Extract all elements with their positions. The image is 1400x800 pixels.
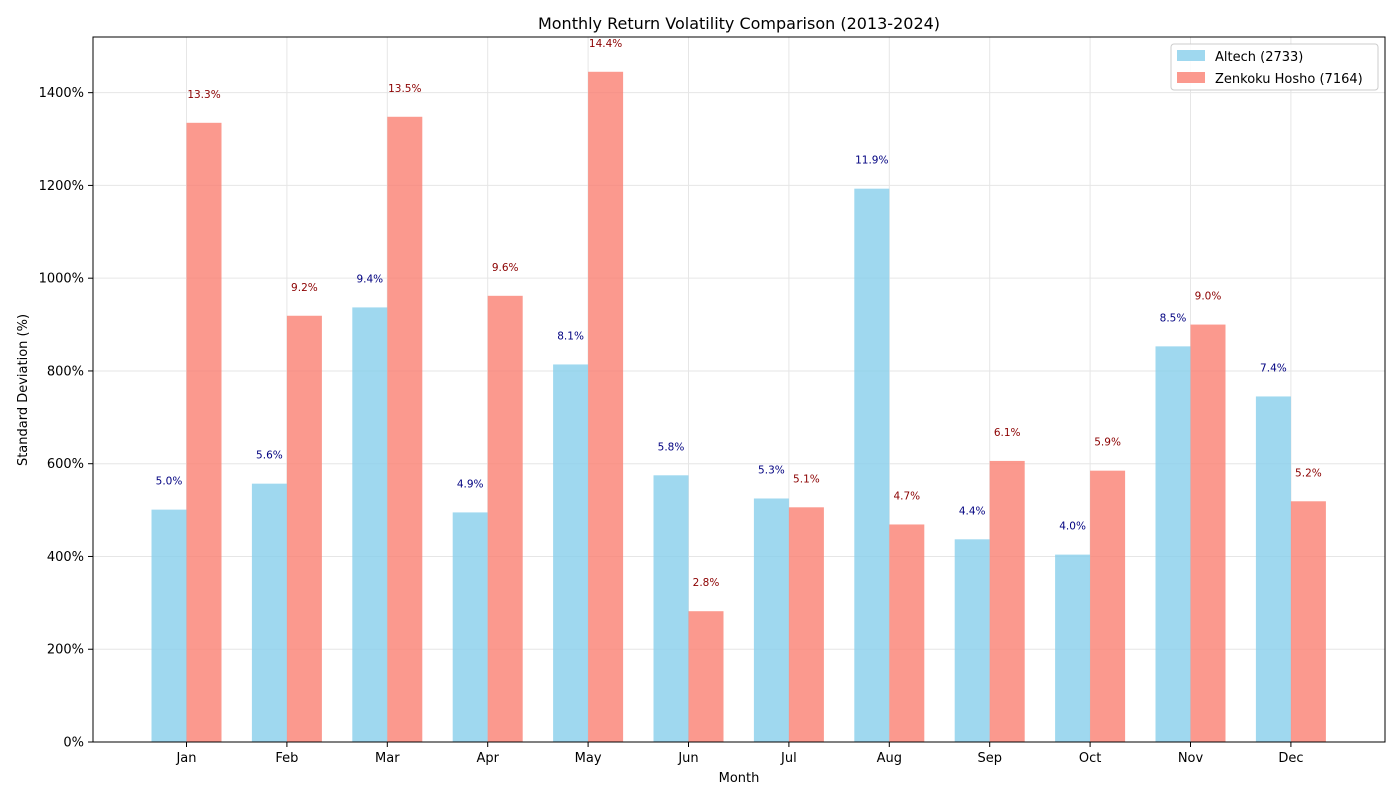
bar-value-label: 14.4% [589,38,622,50]
y-axis: 0% 200% 400% 600% 800% 1000% 1200% 1400% [39,86,93,751]
bar-value-label: 8.1% [557,330,584,342]
bar-altech-jul [753,498,789,742]
y-tick-label: 1000% [39,272,84,287]
bar-zenkoku-aug [889,524,925,742]
x-axis-label: Month [719,771,760,786]
x-tick-label: May [575,751,602,766]
bar-altech-sep [954,539,990,742]
bar-value-label: 5.8% [658,441,685,453]
bar-value-label: 4.7% [893,490,920,502]
bar-value-label: 9.4% [356,273,383,285]
x-tick-label: Jun [677,751,698,766]
legend: Altech (2733) Zenkoku Hosho (7164) [1170,43,1379,91]
bar-value-label: 9.2% [291,282,318,294]
bar-altech-jun [653,475,689,742]
x-tick-label: Sep [977,751,1002,766]
x-tick-label: Jul [780,751,797,766]
bar-altech-dec [1255,396,1291,742]
legend-box [1170,43,1379,91]
y-tick-label: 0% [63,736,84,751]
bar-value-label: 9.6% [492,262,519,274]
bar-value-label: 5.1% [793,473,820,485]
bar-zenkoku-feb [286,315,322,742]
bar-value-labels: 5.0% 5.6% 9.4% 4.9% 8.1% 5.8% 5.3% 11.9% 4.4% 4.0… [156,38,1322,589]
bar-altech-nov [1155,346,1191,742]
bar-value-label: 4.0% [1059,521,1086,533]
chart-title: Monthly Return Volatility Comparison (20… [538,14,940,33]
bar-value-label: 4.9% [457,478,484,490]
bar-zenkoku-apr [487,295,523,742]
legend-swatch-zenkoku [1177,72,1205,83]
x-tick-label: Aug [877,751,902,766]
bar-zenkoku-may [588,71,624,742]
x-tick-label: Nov [1178,751,1204,766]
bar-value-label: 5.3% [758,464,785,476]
bar-value-label: 5.0% [156,476,183,488]
x-tick-label: Feb [275,751,298,766]
bar-value-label: 9.0% [1195,291,1222,303]
bars-group [151,71,1326,743]
bar-zenkoku-oct [1090,470,1126,742]
y-tick-label: 400% [47,550,84,565]
x-tick-label: Dec [1278,751,1303,766]
bar-value-label: 8.5% [1160,312,1187,324]
bar-value-label: 6.1% [994,427,1021,439]
bar-altech-oct [1055,554,1091,742]
bar-value-label: 5.6% [256,450,283,462]
bar-zenkoku-jun [688,611,724,742]
bar-altech-may [553,364,589,742]
x-tick-label: Oct [1079,751,1101,766]
bar-value-label: 13.3% [187,89,220,101]
bar-value-label: 5.2% [1295,467,1322,479]
legend-label-zenkoku: Zenkoku Hosho (7164) [1215,72,1363,87]
y-tick-label: 1400% [39,86,84,101]
bar-zenkoku-sep [989,460,1025,742]
bar-value-label: 5.9% [1094,437,1121,449]
legend-label-altech: Altech (2733) [1215,50,1303,65]
bar-altech-jan [151,509,187,742]
bar-value-label: 4.4% [959,505,986,517]
bar-altech-mar [352,307,388,742]
y-axis-label: Standard Deviation (%) [16,314,31,466]
legend-swatch-altech [1177,50,1205,61]
bar-value-label: 11.9% [855,155,888,167]
plot-frame [92,36,1386,743]
bar-altech-aug [854,188,890,742]
bar-altech-feb [251,483,287,742]
x-tick-label: Jan [175,751,196,766]
bar-zenkoku-dec [1290,501,1326,742]
bar-zenkoku-mar [387,116,423,743]
bar-zenkoku-nov [1190,324,1226,742]
y-tick-label: 200% [47,643,84,658]
x-axis: Jan Feb Mar Apr May Jun Jul Aug Sep Oct Nov Dec [175,742,1303,766]
bar-altech-apr [452,512,488,742]
bar-value-label: 13.5% [388,83,421,95]
y-tick-label: 1200% [39,179,84,194]
bar-value-label: 2.8% [693,577,720,589]
bar-zenkoku-jan [186,122,222,743]
bar-value-label: 7.4% [1260,362,1287,374]
x-tick-label: Mar [375,751,400,766]
y-tick-label: 800% [47,364,84,379]
y-tick-label: 600% [47,457,84,472]
bar-zenkoku-jul [788,507,824,742]
x-tick-label: Apr [476,751,499,766]
